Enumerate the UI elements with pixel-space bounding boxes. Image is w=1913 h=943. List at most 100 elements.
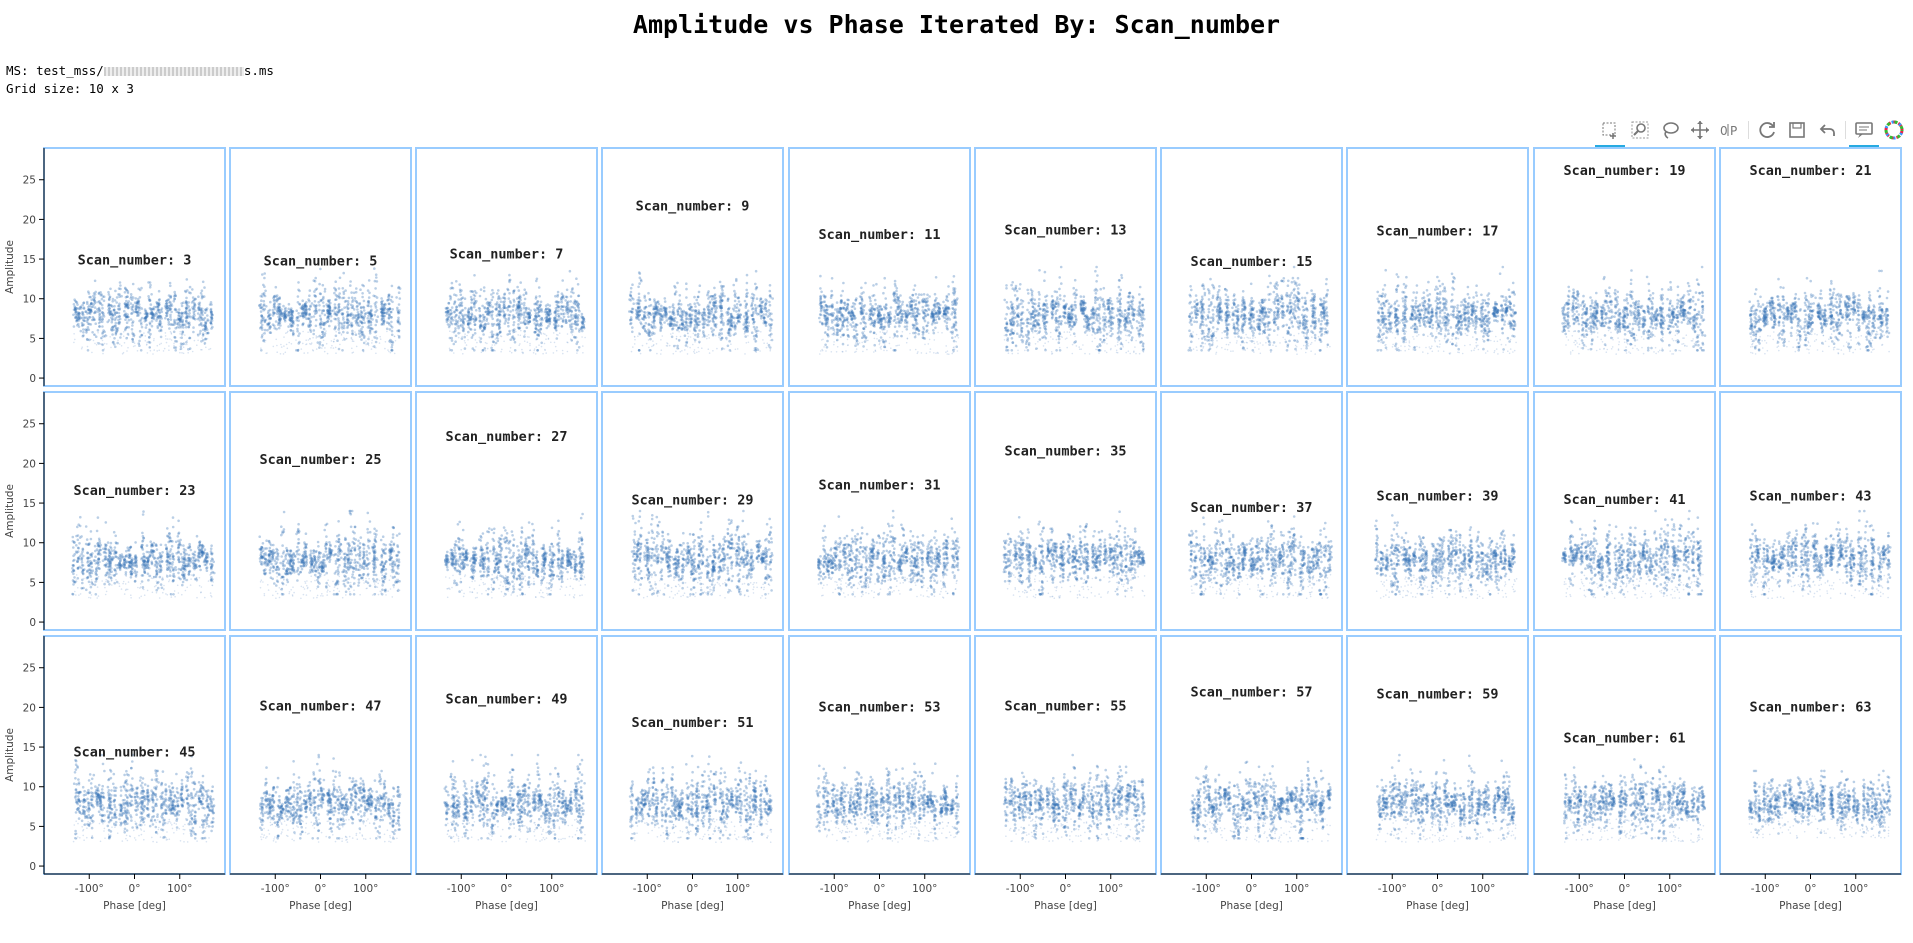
data-point (180, 345, 183, 348)
data-point (840, 300, 843, 303)
data-point (372, 346, 374, 348)
data-point (328, 303, 331, 306)
data-point (365, 340, 367, 342)
data-point (648, 305, 651, 308)
data-point (569, 270, 572, 273)
data-point (173, 320, 176, 323)
data-point (948, 307, 951, 310)
data-point (745, 289, 748, 292)
scatter-panel[interactable]: Scan_number: 5 (230, 148, 411, 386)
data-point (671, 328, 674, 331)
data-point (479, 340, 481, 342)
data-point (461, 336, 463, 338)
data-point (391, 334, 394, 337)
data-point (708, 348, 710, 350)
data-point (117, 340, 119, 342)
data-point (298, 341, 301, 344)
data-point (398, 331, 400, 333)
data-point (114, 314, 117, 317)
data-point (273, 303, 276, 306)
data-point (485, 342, 487, 344)
data-point (124, 342, 126, 344)
data-point (394, 336, 396, 338)
data-point (367, 289, 370, 292)
data-point (541, 346, 543, 348)
data-point (883, 328, 886, 331)
data-point (538, 295, 541, 298)
data-point (744, 300, 747, 303)
data-point (897, 297, 900, 300)
scatter-panel[interactable]: Scan_number: 11 (789, 148, 970, 386)
data-point (351, 325, 354, 328)
data-point (703, 326, 706, 329)
data-point (658, 313, 661, 316)
data-point (557, 325, 560, 328)
data-point (298, 290, 301, 293)
data-point (297, 335, 300, 338)
scatter-panel[interactable]: Scan_number: 7 (416, 148, 597, 386)
data-point (496, 292, 499, 295)
data-point (888, 325, 891, 328)
data-point (680, 303, 683, 306)
data-point (545, 352, 547, 354)
data-point (739, 314, 742, 317)
data-point (107, 291, 110, 294)
data-point (578, 346, 581, 349)
data-point (203, 286, 206, 289)
data-point (462, 330, 465, 333)
data-point (678, 331, 680, 333)
data-point (888, 320, 891, 323)
data-point (449, 309, 452, 312)
data-point (387, 349, 389, 351)
data-point (656, 306, 659, 309)
data-point (343, 306, 346, 309)
data-point (186, 344, 188, 346)
data-point (209, 303, 212, 306)
data-point (174, 308, 177, 311)
data-point (94, 280, 97, 283)
data-point (631, 311, 634, 314)
data-point (906, 304, 909, 307)
data-point (127, 290, 130, 293)
data-point (576, 323, 579, 326)
data-point (359, 288, 362, 291)
data-point (753, 326, 756, 329)
data-point (917, 329, 920, 332)
data-point (360, 310, 363, 313)
data-point (380, 301, 383, 304)
data-point (763, 342, 765, 344)
data-point (446, 307, 449, 310)
data-point (261, 328, 264, 331)
data-point (489, 337, 491, 339)
data-point (138, 303, 141, 306)
data-point (168, 298, 171, 301)
data-point (309, 289, 312, 292)
data-point (946, 295, 949, 298)
scatter-panel[interactable]: Scan_number: 9 (602, 148, 783, 386)
data-point (893, 319, 896, 322)
data-point (865, 312, 868, 315)
data-point (832, 312, 835, 315)
data-point (460, 294, 463, 297)
data-point (647, 329, 650, 332)
data-point (269, 301, 272, 304)
data-point (343, 338, 346, 341)
data-point (572, 334, 574, 336)
data-point (659, 321, 662, 324)
data-point (338, 332, 341, 335)
data-point (847, 304, 850, 307)
data-point (449, 348, 451, 350)
data-point (661, 309, 664, 312)
data-point (313, 329, 316, 332)
data-point (170, 318, 173, 321)
data-point (453, 310, 456, 313)
data-point (939, 311, 942, 314)
data-point (769, 284, 772, 287)
data-point (769, 304, 772, 307)
data-point (722, 324, 725, 327)
data-point (184, 334, 186, 336)
data-point (94, 296, 97, 299)
data-point (853, 314, 856, 317)
